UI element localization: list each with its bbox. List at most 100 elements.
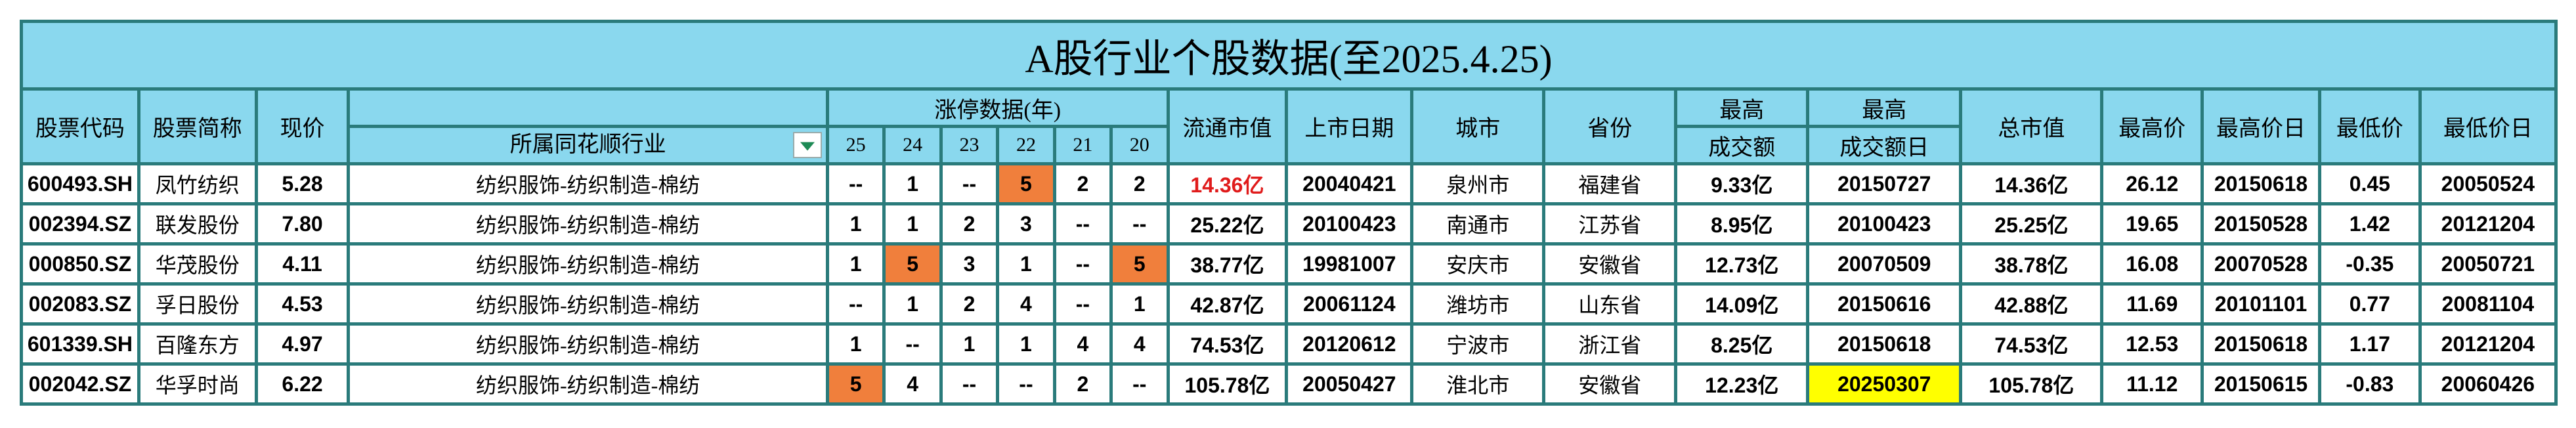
header-max-volume-date-top[interactable]: 最高 (1806, 87, 1963, 128)
cell-city[interactable]: 宁波市 (1410, 322, 1546, 366)
cell-name[interactable]: 凤竹纺织 (137, 162, 258, 205)
cell-low-price[interactable]: 0.77 (2317, 282, 2422, 326)
cell-limit-up-24[interactable]: 5 (882, 242, 943, 286)
cell-max-volume-date[interactable]: 20150618 (1806, 322, 1963, 366)
cell-limit-up-23[interactable]: -- (939, 362, 1000, 406)
cell-high-date[interactable]: 20150615 (2200, 362, 2321, 406)
cell-industry[interactable]: 纺织服饰-纺织制造-棉纺 (347, 322, 829, 366)
cell-price[interactable]: 4.11 (254, 242, 351, 286)
cell-limit-up-22[interactable]: -- (996, 362, 1056, 406)
cell-limit-up-21[interactable]: -- (1052, 202, 1113, 246)
cell-low-price[interactable]: -0.83 (2317, 362, 2422, 406)
cell-high-date[interactable]: 20150618 (2200, 162, 2321, 205)
cell-industry[interactable]: 纺织服饰-纺织制造-棉纺 (347, 282, 829, 326)
cell-name[interactable]: 华孚时尚 (137, 362, 258, 406)
cell-name[interactable]: 孚日股份 (137, 282, 258, 326)
cell-limit-up-22[interactable]: 1 (996, 242, 1056, 286)
cell-high-date[interactable]: 20150528 (2200, 202, 2321, 246)
cell-limit-up-20[interactable]: -- (1109, 362, 1170, 406)
cell-list-date[interactable]: 20100423 (1285, 202, 1414, 246)
cell-price[interactable]: 7.80 (254, 202, 351, 246)
header-city[interactable]: 城市 (1410, 87, 1546, 165)
cell-limit-up-24[interactable]: 1 (882, 282, 943, 326)
cell-total-cap[interactable]: 38.78亿 (1959, 242, 2104, 286)
cell-name[interactable]: 百隆东方 (137, 322, 258, 366)
cell-city[interactable]: 淮北市 (1410, 362, 1546, 406)
cell-province[interactable]: 山东省 (1542, 282, 1678, 326)
cell-city[interactable]: 泉州市 (1410, 162, 1546, 205)
header-list-date[interactable]: 上市日期 (1285, 87, 1414, 165)
cell-low-date[interactable]: 20121204 (2418, 202, 2558, 246)
header-max-volume-bottom[interactable]: 成交额 (1674, 125, 1810, 165)
header-float-cap[interactable]: 流通市值 (1166, 87, 1289, 165)
cell-limit-up-25[interactable]: -- (825, 282, 886, 326)
cell-low-date[interactable]: 20050721 (2418, 242, 2558, 286)
cell-limit-up-20[interactable]: 2 (1109, 162, 1170, 205)
cell-high-price[interactable]: 12.53 (2100, 322, 2204, 366)
cell-price[interactable]: 4.53 (254, 282, 351, 326)
cell-low-date[interactable]: 20050524 (2418, 162, 2558, 205)
cell-high-price[interactable]: 19.65 (2100, 202, 2204, 246)
cell-limit-up-24[interactable]: 1 (882, 202, 943, 246)
cell-industry[interactable]: 纺织服饰-纺织制造-棉纺 (347, 242, 829, 286)
cell-low-date[interactable]: 20081104 (2418, 282, 2558, 326)
cell-price[interactable]: 4.97 (254, 322, 351, 366)
cell-limit-up-20[interactable]: 4 (1109, 322, 1170, 366)
cell-max-volume[interactable]: 12.73亿 (1674, 242, 1810, 286)
cell-limit-up-25[interactable]: -- (825, 162, 886, 205)
header-year-24[interactable]: 24 (882, 125, 943, 165)
cell-max-volume[interactable]: 8.25亿 (1674, 322, 1810, 366)
cell-max-volume[interactable]: 14.09亿 (1674, 282, 1810, 326)
cell-limit-up-20[interactable]: -- (1109, 202, 1170, 246)
cell-limit-up-23[interactable]: -- (939, 162, 1000, 205)
cell-industry[interactable]: 纺织服饰-纺织制造-棉纺 (347, 202, 829, 246)
cell-low-date[interactable]: 20060426 (2418, 362, 2558, 406)
cell-limit-up-21[interactable]: 4 (1052, 322, 1113, 366)
cell-name[interactable]: 华茂股份 (137, 242, 258, 286)
cell-total-cap[interactable]: 14.36亿 (1959, 162, 2104, 205)
cell-limit-up-21[interactable]: 2 (1052, 162, 1113, 205)
cell-high-price[interactable]: 26.12 (2100, 162, 2204, 205)
cell-float-cap[interactable]: 14.36亿 (1166, 162, 1289, 205)
cell-limit-up-25[interactable]: 1 (825, 242, 886, 286)
header-code[interactable]: 股票代码 (20, 87, 140, 165)
cell-high-date[interactable]: 20101101 (2200, 282, 2321, 326)
cell-code[interactable]: 002394.SZ (20, 202, 140, 246)
cell-limit-up-22[interactable]: 3 (996, 202, 1056, 246)
cell-max-volume-date[interactable]: 20250307 (1806, 362, 1963, 406)
cell-max-volume-date[interactable]: 20150616 (1806, 282, 1963, 326)
cell-limit-up-21[interactable]: -- (1052, 282, 1113, 326)
header-year-25[interactable]: 25 (825, 125, 886, 165)
cell-high-price[interactable]: 16.08 (2100, 242, 2204, 286)
cell-list-date[interactable]: 20050427 (1285, 362, 1414, 406)
cell-total-cap[interactable]: 42.88亿 (1959, 282, 2104, 326)
header-province[interactable]: 省份 (1542, 87, 1678, 165)
cell-name[interactable]: 联发股份 (137, 202, 258, 246)
cell-limit-up-22[interactable]: 5 (996, 162, 1056, 205)
header-max-volume-top[interactable]: 最高 (1674, 87, 1810, 128)
header-high-date[interactable]: 最高价日 (2200, 87, 2321, 165)
cell-max-volume-date[interactable]: 20150727 (1806, 162, 1963, 205)
cell-industry[interactable]: 纺织服饰-纺织制造-棉纺 (347, 362, 829, 406)
cell-total-cap[interactable]: 105.78亿 (1959, 362, 2104, 406)
cell-low-price[interactable]: -0.35 (2317, 242, 2422, 286)
cell-limit-up-23[interactable]: 1 (939, 322, 1000, 366)
cell-list-date[interactable]: 20120612 (1285, 322, 1414, 366)
header-year-22[interactable]: 22 (996, 125, 1056, 165)
header-name[interactable]: 股票简称 (137, 87, 258, 165)
cell-limit-up-23[interactable]: 2 (939, 282, 1000, 326)
cell-industry[interactable]: 纺织服饰-纺织制造-棉纺 (347, 162, 829, 205)
cell-high-date[interactable]: 20150618 (2200, 322, 2321, 366)
cell-float-cap[interactable]: 74.53亿 (1166, 322, 1289, 366)
header-total-cap[interactable]: 总市值 (1959, 87, 2104, 165)
header-price[interactable]: 现价 (254, 87, 351, 165)
cell-limit-up-21[interactable]: 2 (1052, 362, 1113, 406)
header-low-price[interactable]: 最低价 (2317, 87, 2422, 165)
cell-max-volume-date[interactable]: 20070509 (1806, 242, 1963, 286)
cell-list-date[interactable]: 20061124 (1285, 282, 1414, 326)
cell-float-cap[interactable]: 38.77亿 (1166, 242, 1289, 286)
cell-low-date[interactable]: 20121204 (2418, 322, 2558, 366)
cell-code[interactable]: 002042.SZ (20, 362, 140, 406)
cell-max-volume[interactable]: 9.33亿 (1674, 162, 1810, 205)
cell-low-price[interactable]: 0.45 (2317, 162, 2422, 205)
